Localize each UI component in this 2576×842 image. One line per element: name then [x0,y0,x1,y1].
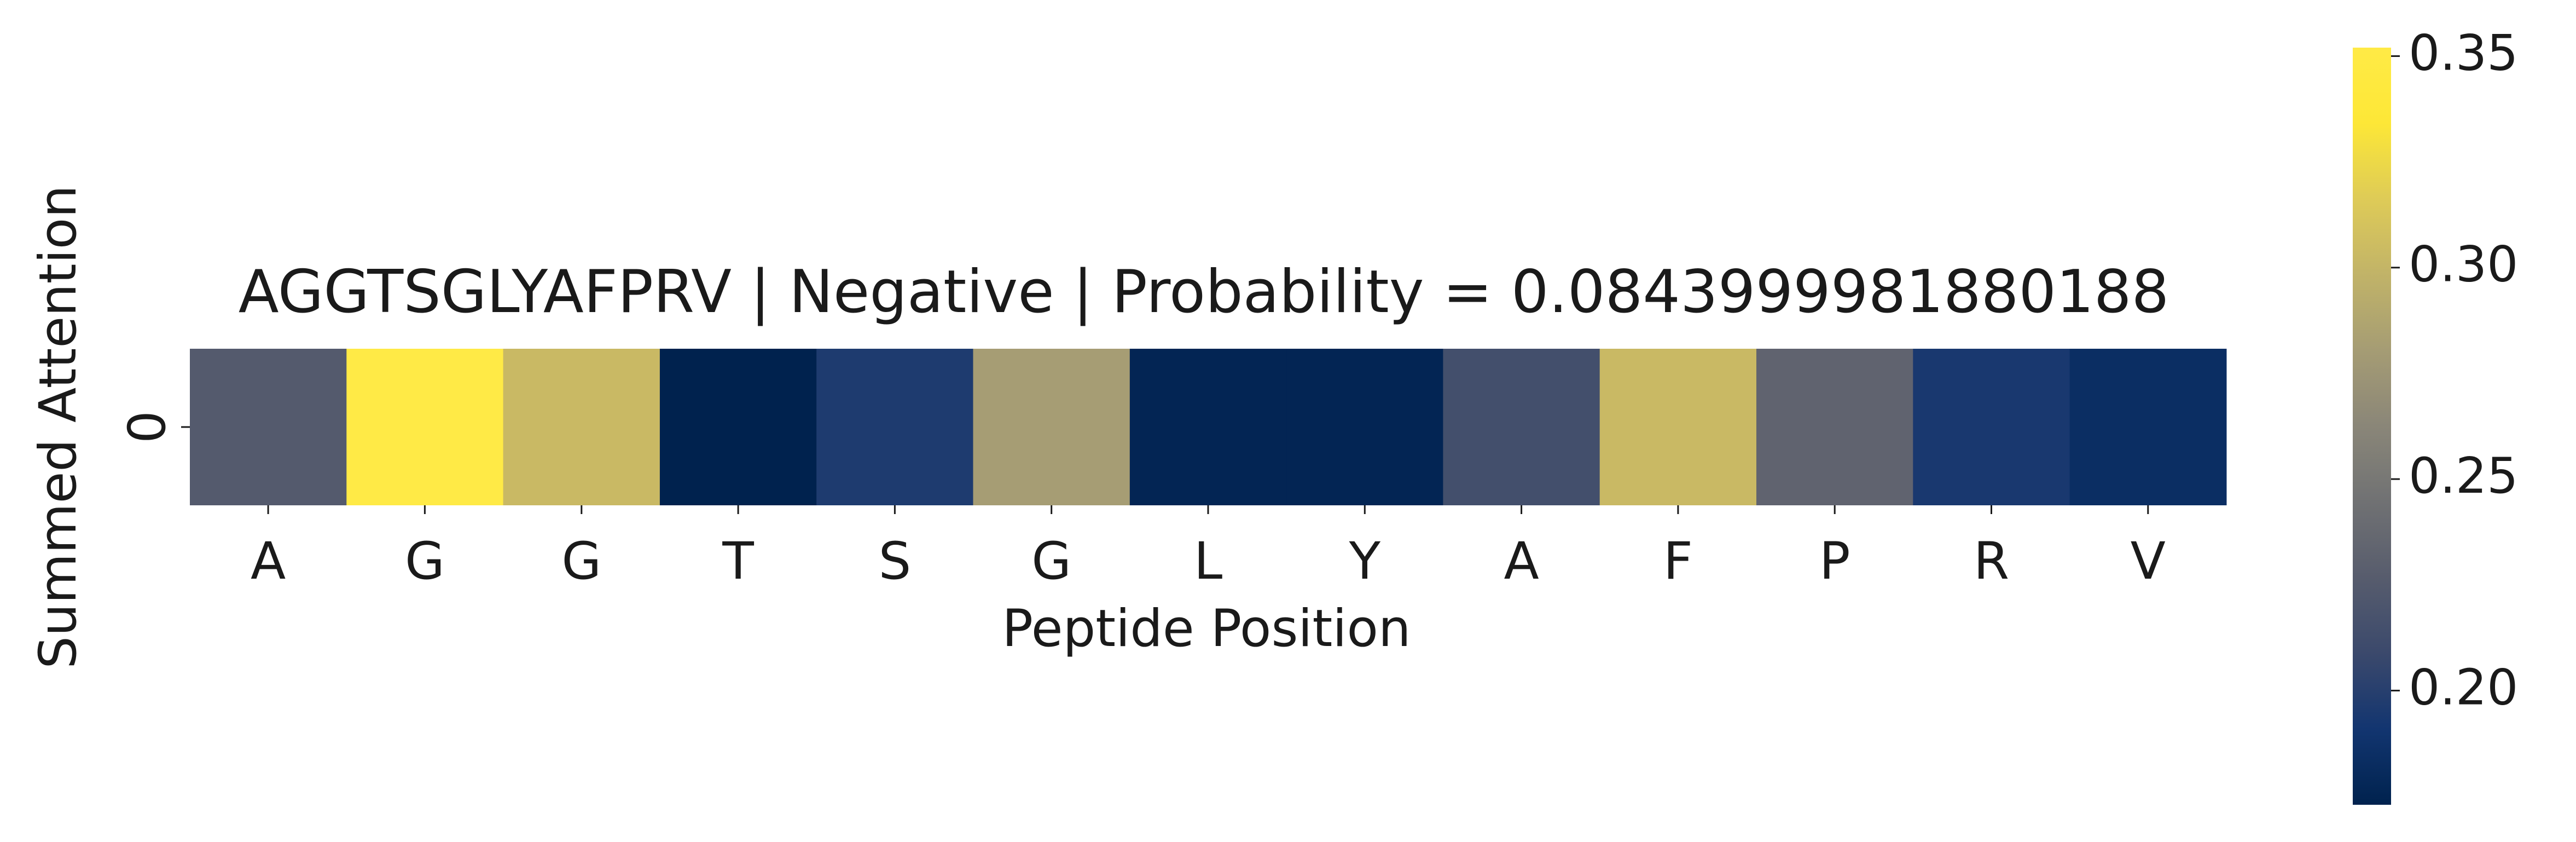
heatmap-cell [1286,349,1443,505]
heatmap-cell [190,349,347,505]
colorbar-tick-label: 0.30 [2409,236,2518,293]
x-tick-label: V [2131,532,2166,591]
x-tick-label: A [251,532,286,591]
heatmap-cell [503,349,660,505]
x-tick-label: G [1031,532,1071,591]
x-tick-label: G [405,532,445,591]
x-tick-label: T [722,532,754,591]
colorbar-ticks: 0.20 0.25 0.30 0.35 [2391,24,2518,716]
heatmap-cell [346,349,504,505]
x-tick-label: F [1663,532,1693,591]
x-tick-label: Y [1349,532,1381,591]
colorbar: 0.20 0.25 0.30 0.35 [2353,24,2518,805]
x-tick-label: P [1819,532,1850,591]
heatmap-cell [1913,349,2070,505]
x-tick-label: L [1194,532,1222,591]
x-tick-label: G [561,532,601,591]
heatmap-cell [1129,349,1287,505]
axis-ticks: A G G T S G L Y A F P R V 0 [118,411,2166,591]
y-tick-label: 0 [118,411,177,443]
colorbar-tick-label: 0.25 [2409,447,2518,505]
chart-title: AGGTSGLYAFPRV | Negative | Probability =… [239,258,2169,326]
x-tick-label: A [1504,532,1539,591]
heatmap-cell [973,349,1130,505]
heatmap-cell [816,349,974,505]
y-axis-label: Summed Attention [28,185,88,669]
x-tick-label: R [1974,532,2009,591]
colorbar-gradient [2353,48,2391,805]
heatmap-cell [2069,349,2227,505]
x-tick-label: S [879,532,912,591]
heatmap-cell [659,349,817,505]
colorbar-tick-label: 0.35 [2409,24,2518,82]
heatmap-cell [1443,349,1600,505]
heatmap-cell [1599,349,1757,505]
heatmap-cell [1756,349,1913,505]
colorbar-tick-label: 0.20 [2409,659,2518,716]
heatmap-cells [190,349,2227,505]
x-axis-label: Peptide Position [1002,599,1411,659]
